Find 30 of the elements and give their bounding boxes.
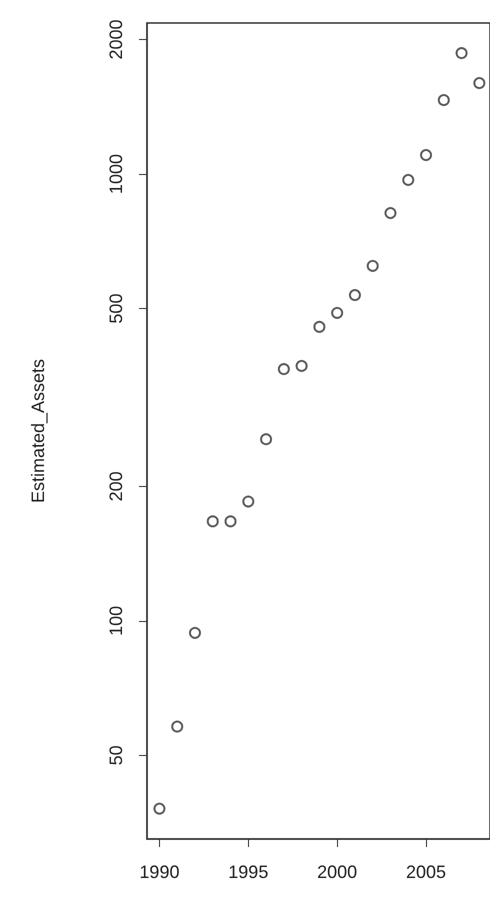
point [296, 360, 308, 372]
x-tick-label: 1995 [228, 862, 268, 882]
point [402, 174, 414, 186]
point [473, 77, 486, 90]
point [242, 496, 254, 508]
point [331, 306, 344, 319]
point [384, 207, 396, 220]
x-tick-label: 2005 [406, 862, 446, 882]
point [260, 433, 272, 446]
point [348, 289, 361, 302]
point [313, 320, 326, 333]
point [420, 149, 432, 162]
point [224, 515, 237, 528]
y-tick-label: 500 [106, 294, 126, 324]
y-axis-title: Estimated_Assets [28, 358, 48, 504]
point [206, 515, 219, 528]
x-tick-label: 1990 [139, 862, 180, 882]
y-tick-label: 50 [106, 745, 126, 766]
point [366, 260, 379, 272]
point [171, 720, 184, 733]
point [278, 363, 290, 376]
point [456, 47, 468, 60]
point [438, 94, 450, 106]
y-tick-label: 200 [106, 471, 126, 502]
y-tick-label: 100 [106, 606, 126, 636]
y-tick-label: 1000 [106, 154, 126, 194]
point [188, 626, 201, 639]
y-tick-label: 2000 [106, 20, 126, 60]
point [153, 802, 166, 815]
x-tick-label: 2000 [317, 862, 358, 882]
